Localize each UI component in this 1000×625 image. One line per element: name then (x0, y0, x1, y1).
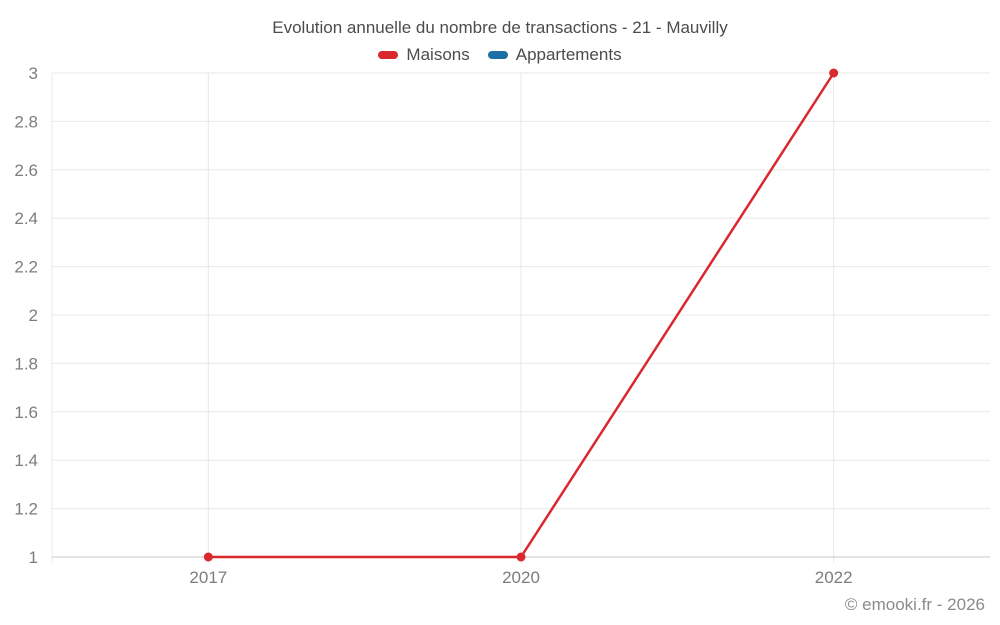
y-tick-label: 2.6 (14, 161, 38, 180)
data-point-maisons[interactable] (829, 68, 839, 78)
y-tick-label: 2.8 (14, 112, 38, 131)
data-point-maisons[interactable] (516, 552, 526, 562)
y-tick-label: 2.4 (14, 209, 38, 228)
legend-label-appartements: Appartements (515, 45, 622, 64)
chart-title: Evolution annuelle du nombre de transact… (272, 18, 728, 37)
y-tick-label: 1.2 (14, 500, 38, 519)
appartements-series-swatch-icon (487, 51, 508, 59)
legend-label-maisons: Maisons (406, 45, 470, 64)
x-tick-label: 2020 (502, 568, 540, 587)
y-tick-label: 1.4 (14, 451, 38, 470)
y-tick-label: 2.2 (14, 258, 38, 277)
y-tick-label: 2 (29, 306, 38, 325)
copyright: © emooki.fr - 2026 (844, 595, 985, 614)
y-tick-label: 1 (29, 548, 38, 567)
maisons-series-swatch-icon (378, 51, 399, 59)
legend: Maisons Appartements (0, 45, 1000, 65)
data-point-maisons[interactable] (203, 552, 213, 562)
x-tick-label: 2017 (189, 568, 227, 587)
legend-item-maisons[interactable]: Maisons (378, 45, 470, 65)
y-tick-label: 1.8 (14, 354, 38, 373)
y-tick-label: 3 (29, 64, 38, 83)
legend-item-appartements[interactable]: Appartements (487, 45, 622, 65)
x-tick-label: 2022 (815, 568, 853, 587)
y-tick-label: 1.6 (14, 403, 38, 422)
